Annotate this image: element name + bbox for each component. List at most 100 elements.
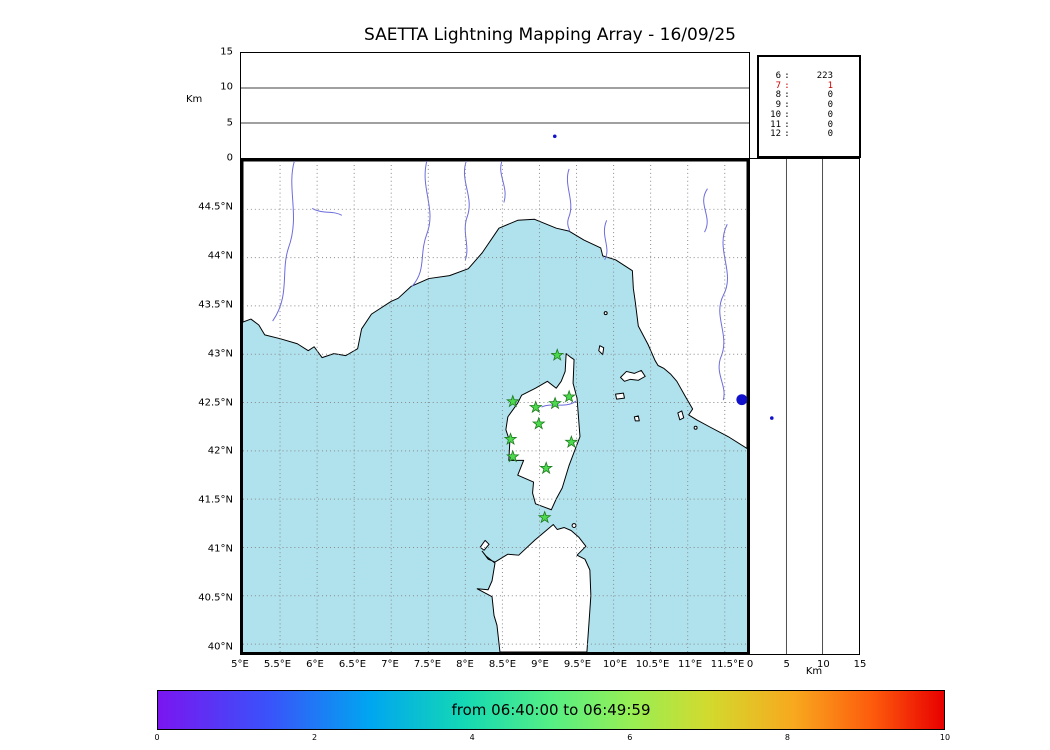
- lon-tick-label: 7°E: [381, 659, 399, 670]
- lon-tick-label: 8.5°E: [488, 659, 517, 670]
- river: [272, 161, 295, 322]
- lightning-source-dot: [552, 134, 557, 139]
- station-star-marker: [506, 449, 520, 463]
- map-panel: [240, 158, 750, 655]
- altitude-vs-longitude-panel: [240, 52, 750, 158]
- lon-tick-label: 7.5°E: [413, 659, 442, 670]
- station-star-marker: [548, 396, 562, 410]
- lon-tick-label: 5°E: [231, 659, 249, 670]
- lat-tick-label: 42°N: [207, 445, 233, 457]
- lon-tick-label: 6.5°E: [338, 659, 367, 670]
- lat-tick-label: 42.5°N: [198, 397, 233, 408]
- lon-tick-label: 5.5°E: [263, 659, 292, 670]
- station-count-value: 1: [827, 80, 833, 91]
- station-count-value: 223: [816, 71, 833, 81]
- station-count-row: 6: 223: [759, 71, 859, 82]
- station-count-separator: :: [784, 100, 790, 111]
- station-count-separator: :: [784, 109, 790, 120]
- lat-tick-label: 40.5°N: [198, 592, 233, 604]
- island-corsica: [505, 353, 581, 511]
- island-gorgona: [603, 311, 608, 316]
- alt-tick-label: 15: [220, 46, 233, 58]
- colorbar: from 06:40:00 to 06:49:59: [157, 690, 945, 730]
- station-star-marker: [550, 348, 565, 361]
- river: [718, 224, 728, 401]
- colorbar-tick-label: 2: [312, 733, 318, 742]
- station-count-n: 9: [775, 100, 781, 111]
- island-capraia: [598, 345, 605, 356]
- right-panel-xlabel: Km: [805, 666, 823, 677]
- km-tick-label: 10: [816, 659, 830, 670]
- lon-tick-label: 10°E: [602, 659, 628, 670]
- lon-tick-label: 6°E: [306, 659, 324, 670]
- river: [566, 168, 572, 232]
- station-star-marker: [528, 400, 543, 414]
- alt-tick-label: 10: [220, 81, 233, 93]
- station-count-n: 6: [775, 71, 781, 81]
- station-star-marker: [539, 461, 554, 475]
- station-count-value: 0: [827, 90, 833, 101]
- station-count-separator: :: [784, 71, 790, 81]
- station-count-n: 12: [770, 129, 781, 140]
- lon-tick-label: 9.5°E: [563, 659, 592, 670]
- river: [603, 220, 608, 261]
- river: [541, 400, 577, 408]
- station-count-separator: :: [784, 119, 790, 130]
- top-panel-gridlines: [241, 87, 749, 124]
- map-gridlines: [243, 161, 747, 652]
- station-star-marker: [506, 394, 520, 408]
- colorbar-tick-label: 10: [939, 733, 951, 742]
- figure-title: SAETTA Lightning Mapping Array - 16/09/2…: [364, 25, 736, 45]
- colorbar-tick-label: 4: [469, 733, 475, 742]
- station-count-separator: :: [784, 129, 790, 140]
- top-panel-ylabel: Km: [186, 94, 203, 105]
- island-pianosa: [615, 392, 625, 400]
- station-count-list: 6: 223 7: 1 8: 0 9: 0 10: 0 11: 0 12: 0: [759, 71, 859, 140]
- lon-tick-label: 8°E: [456, 659, 474, 670]
- station-count-n: 7: [775, 80, 781, 91]
- lat-tick-label: 44.5°N: [198, 201, 233, 213]
- km-tick-label: 5: [783, 659, 790, 670]
- lat-tick-label: 43.5°N: [198, 299, 233, 311]
- station-count-row: 11: 0: [759, 119, 859, 131]
- right-panel-sources: [770, 416, 774, 420]
- station-count-separator: :: [784, 90, 790, 101]
- station-count-n: 10: [770, 109, 781, 120]
- station-count-row: 9: 0: [759, 100, 859, 111]
- station-star-marker: [531, 416, 546, 430]
- island-maddalena: [571, 523, 577, 529]
- station-count-row: 12: 0: [759, 130, 859, 140]
- station-count-n: 8: [775, 90, 781, 101]
- alt-tick-label: 0: [226, 152, 233, 164]
- station-star-marker: [503, 432, 518, 446]
- station-count-value: 0: [827, 109, 833, 120]
- island-giglio: [677, 410, 685, 421]
- station-count-panel: 6: 223 7: 1 8: 0 9: 0 10: 0 11: 0 12: 0: [757, 55, 861, 158]
- alt-tick-label: 5: [226, 117, 233, 129]
- river: [464, 161, 470, 260]
- rivers: [272, 161, 728, 408]
- island-sardinia: [476, 524, 592, 652]
- right-panel-gridlines: [785, 159, 824, 654]
- station-star-marker: [564, 435, 579, 449]
- km-tick-label: 15: [853, 659, 867, 670]
- station-markers: [503, 348, 579, 524]
- station-count-row: 10: 0: [759, 109, 859, 121]
- station-count-separator: :: [784, 80, 790, 91]
- lightning-sources: [736, 394, 747, 406]
- lat-tick-label: 41°N: [207, 543, 233, 555]
- lat-tick-label: 41.5°N: [198, 494, 233, 506]
- island-giannutri: [693, 425, 698, 430]
- colorbar-tick-label: 8: [784, 733, 790, 742]
- lon-tick-label: 11.5°E: [710, 659, 745, 670]
- colorbar-label: from 06:40:00 to 06:49:59: [451, 701, 651, 719]
- station-star-marker: [537, 510, 552, 524]
- lon-tick-label: 11°E: [677, 659, 703, 670]
- lat-tick-label: 43°N: [207, 348, 233, 360]
- island-asinara: [479, 539, 490, 551]
- station-count-n: 11: [770, 119, 781, 130]
- station-count-row: 7: 1: [759, 80, 859, 92]
- lightning-source-dot: [736, 394, 747, 406]
- lon-tick-label: 9°E: [531, 659, 549, 670]
- lat-tick-label: 44°N: [207, 250, 233, 262]
